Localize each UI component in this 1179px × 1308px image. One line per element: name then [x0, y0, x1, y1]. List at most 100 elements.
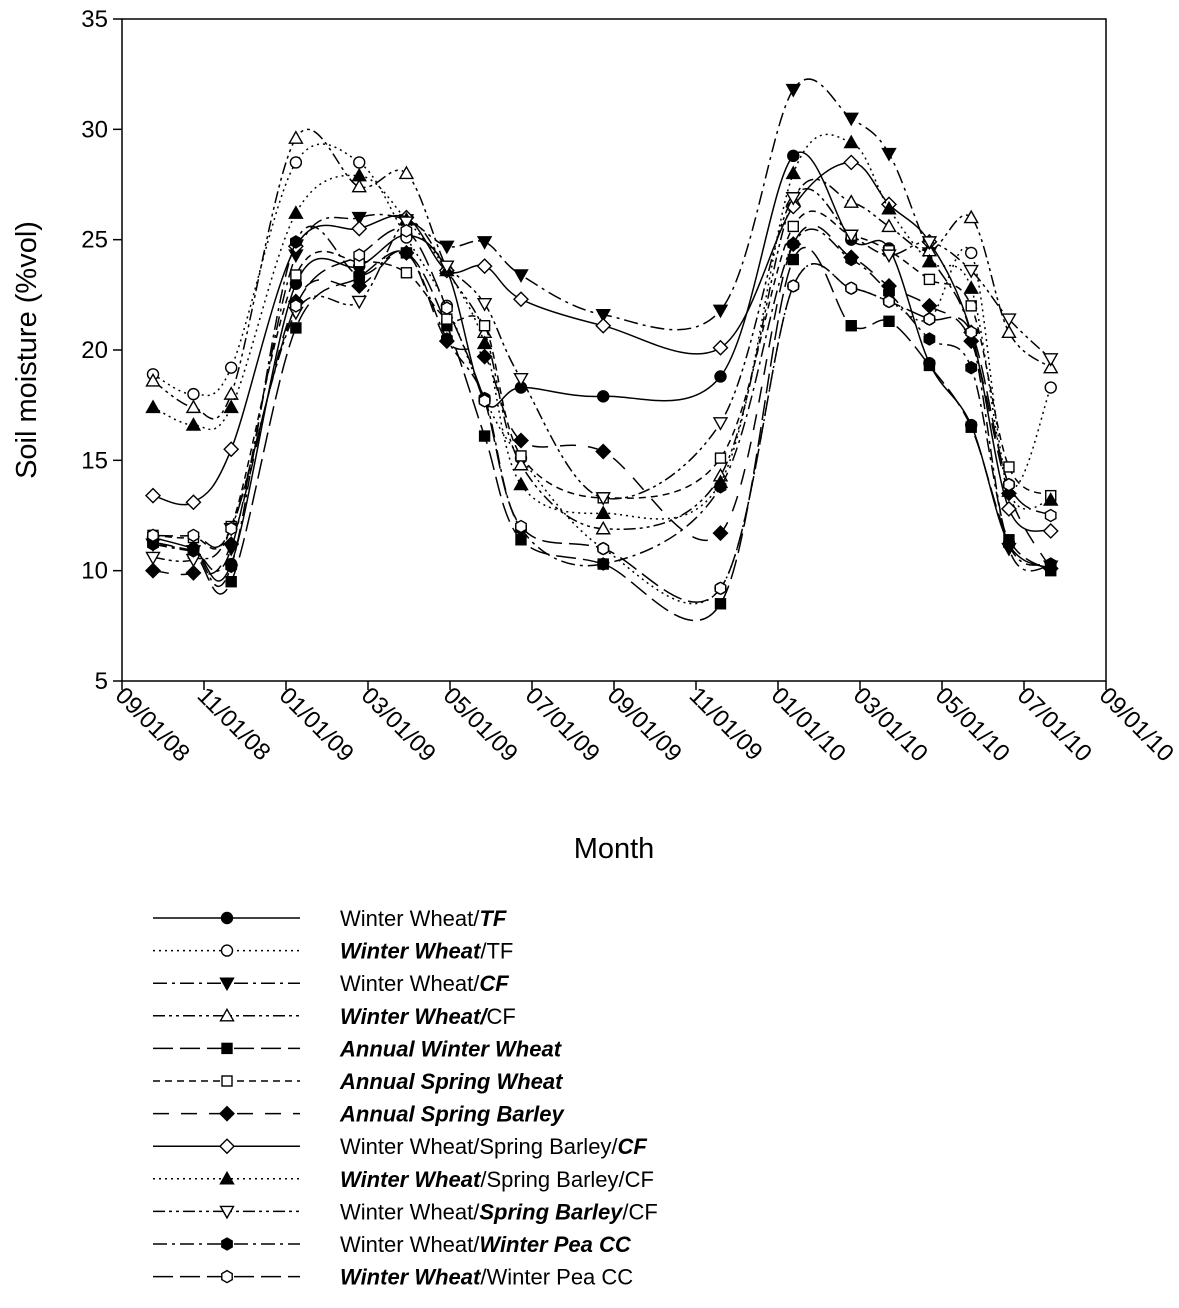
data-point: [288, 205, 304, 219]
legend-label-part: Winter Wheat/: [340, 906, 480, 931]
legend-label: Winter Wheat/Winter Pea CC: [340, 1265, 633, 1290]
data-point: [351, 295, 367, 310]
series-2: [146, 143, 1057, 605]
legend-label: Annual Spring Barley: [339, 1102, 565, 1127]
data-point: [223, 386, 239, 400]
data-point: [441, 313, 453, 325]
data-point: [965, 360, 978, 375]
legend-marker: [221, 1237, 233, 1251]
tick-labels: 510152025303509/01/0811/01/0801/01/0903/…: [81, 6, 1179, 767]
data-point: [1044, 508, 1057, 523]
series-line: [152, 247, 1052, 622]
data-point: [223, 536, 240, 553]
legend-label-part: Winter Wheat: [340, 1265, 482, 1290]
series-line: [152, 128, 1052, 530]
legend-label-part: Annual Spring Wheat: [339, 1069, 564, 1094]
y-axis-label: Soil moisture (%vol): [11, 221, 43, 479]
data-point: [881, 249, 897, 264]
data-point: [145, 487, 161, 504]
data-point: [923, 332, 936, 346]
data-point: [351, 167, 367, 182]
legend-label: Winter Wheat/CF: [340, 1004, 516, 1029]
legend-label-part: Winter Wheat: [340, 939, 482, 964]
data-point: [843, 229, 859, 244]
data-point: [963, 264, 979, 279]
data-point: [225, 576, 237, 588]
legend-marker: [219, 1170, 235, 1185]
data-point: [476, 297, 493, 312]
data-point: [478, 320, 491, 332]
data-point: [476, 236, 493, 250]
axes: [113, 18, 1107, 690]
x-tick-label: 09/01/08: [110, 682, 195, 767]
legend-entry: Winter Wheat/Spring Barley/CF: [153, 1134, 647, 1159]
legend-entry: Winter Wheat/CF: [153, 971, 509, 996]
data-point: [1044, 557, 1057, 571]
x-tick-label: 03/01/10: [848, 682, 933, 767]
series-line: [152, 188, 1052, 563]
legend-label-part: CF: [479, 971, 509, 996]
data-point: [923, 273, 936, 286]
data-point: [187, 387, 200, 401]
legend-entry: Winter Wheat/TF: [153, 939, 513, 964]
data-point: [843, 194, 859, 208]
data-point: [1042, 522, 1059, 539]
data-point: [1000, 500, 1017, 517]
data-point: [963, 280, 979, 294]
legend-label: Winter Wheat/TF: [340, 939, 513, 964]
legend-marker: [219, 1105, 235, 1122]
data-point: [1043, 492, 1059, 506]
legend-entry: Winter Wheat/Winter Pea CC: [153, 1232, 632, 1257]
y-tick-label: 20: [81, 337, 108, 364]
legend-entry: Annual Winter Wheat: [153, 1036, 563, 1061]
data-point: [441, 332, 453, 346]
series-9: [145, 133, 1059, 520]
data-point: [513, 291, 529, 308]
data-point: [187, 528, 200, 543]
plot-frame: [121, 18, 1107, 682]
legend-marker: [219, 1138, 235, 1155]
data-point: [965, 325, 978, 340]
legend-entry: Annual Spring Wheat: [153, 1069, 564, 1094]
legend-label: Annual Winter Wheat: [339, 1036, 563, 1061]
data-point: [513, 476, 529, 491]
legend-label-part: Annual Winter Wheat: [339, 1036, 563, 1061]
data-point: [1043, 359, 1059, 374]
legend-entry: Winter Wheat/CF: [153, 1004, 516, 1029]
data-point: [714, 581, 727, 596]
data-point: [185, 399, 202, 414]
data-point: [288, 130, 304, 144]
data-point: [881, 200, 897, 215]
data-point: [513, 432, 529, 449]
data-point: [714, 452, 727, 464]
data-point: [787, 253, 799, 266]
data-point: [712, 417, 729, 431]
data-point: [921, 236, 938, 250]
legend-label: Winter Wheat/Spring Barley/CF: [340, 1199, 658, 1224]
data-point: [714, 598, 727, 610]
data-point: [225, 559, 238, 574]
data-point: [965, 246, 978, 260]
legend-entry: Annual Spring Barley: [153, 1102, 565, 1127]
data-point: [515, 450, 527, 462]
data-point: [843, 134, 859, 149]
legend-label: Winter Wheat/Spring Barley/CF: [340, 1134, 647, 1159]
data-point: [478, 393, 491, 408]
data-point: [965, 300, 977, 312]
data-point: [145, 562, 161, 579]
data-point: [223, 399, 239, 414]
x-tick-label: 05/01/10: [930, 682, 1015, 767]
legend-label-part: Winter Wheat/: [340, 971, 480, 996]
data-point: [597, 557, 610, 571]
x-tick-label: 09/01/09: [602, 682, 687, 767]
data-point: [1043, 353, 1059, 367]
x-tick-label: 03/01/09: [356, 682, 441, 767]
data-point: [441, 301, 453, 315]
data-point: [785, 192, 801, 206]
series-line: [152, 210, 1052, 550]
data-point: [223, 441, 240, 458]
data-point: [289, 156, 303, 169]
legend-marker: [221, 1075, 233, 1087]
data-point: [513, 456, 529, 471]
